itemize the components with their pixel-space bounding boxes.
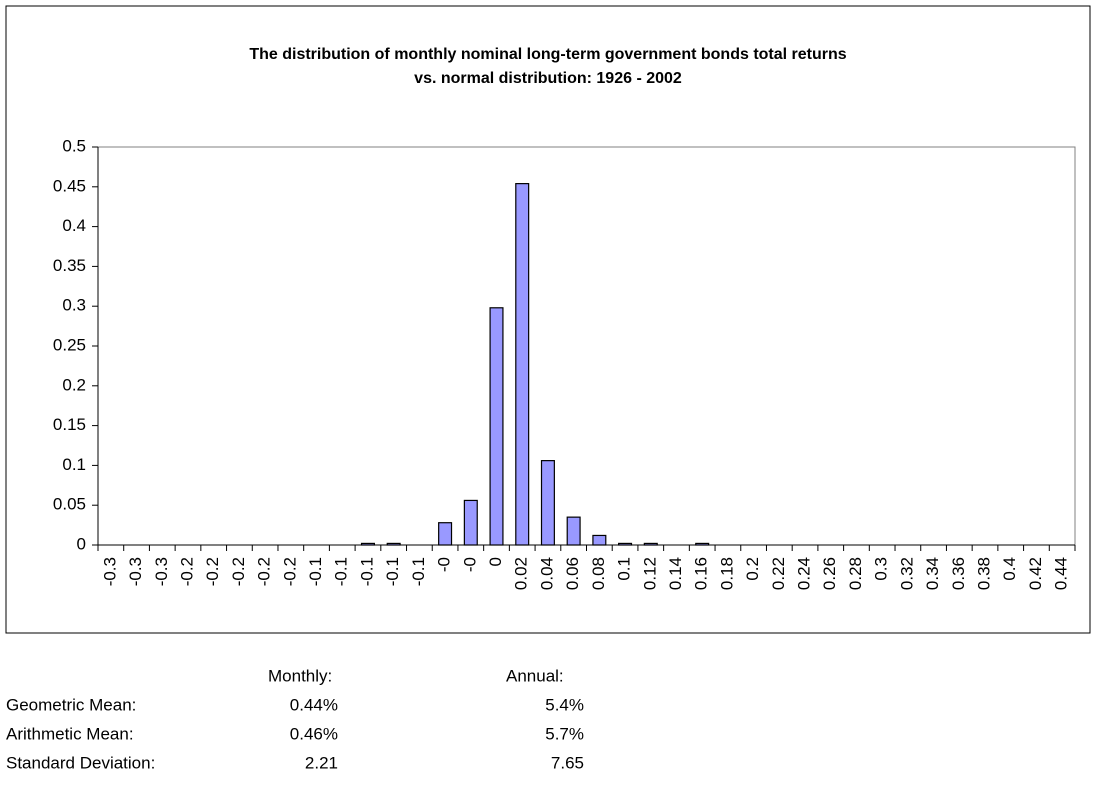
chart-title: The distribution of monthly nominal long…: [249, 46, 846, 63]
bar: [386, 542, 401, 546]
bar: [540, 460, 555, 546]
stats-table: Monthly: Annual: Geometric Mean: 0.44% 5.4…: [6, 666, 584, 772]
cell: 0.46%: [290, 724, 338, 743]
x-tick-label: -0.3: [152, 557, 171, 586]
x-tick-label: -0.1: [409, 557, 428, 586]
x-tick-label: -0: [435, 557, 454, 572]
x-tick-label: -0.1: [383, 557, 402, 586]
cell: 0.44%: [290, 695, 338, 714]
x-tick-label: -0.2: [229, 557, 248, 586]
x-tick-label: 0.2: [743, 557, 762, 581]
bar: [643, 542, 658, 546]
y-tick-label: 0.25: [53, 335, 86, 354]
header: Annual:: [506, 666, 564, 685]
row-label: Geometric Mean:: [6, 695, 136, 714]
x-tick-label: 0.32: [897, 557, 916, 590]
x-tick-label: -0.1: [357, 557, 376, 586]
cell: 7.65: [551, 753, 584, 772]
x-tick-label: -0.3: [126, 557, 145, 586]
x-tick-label: 0.1: [615, 557, 634, 581]
x-tick-label: -0.2: [177, 557, 196, 586]
y-tick-label: 0.05: [53, 495, 86, 514]
bar: [463, 499, 478, 546]
y-tick-label: 0.4: [62, 216, 86, 235]
x-tick-label: 0.22: [769, 557, 788, 590]
x-tick-label: 0: [486, 557, 505, 566]
row-label: Arithmetic Mean:: [6, 724, 134, 743]
x-tick-label: 0.26: [820, 557, 839, 590]
x-tick-label: 0.36: [949, 557, 968, 590]
x-tick-label: -0.1: [332, 557, 351, 586]
y-tick-label: 0.1: [62, 455, 86, 474]
x-tick-label: 0.08: [589, 557, 608, 590]
bar: [360, 542, 375, 546]
bar: [489, 307, 504, 546]
x-tick-label: 0.16: [692, 557, 711, 590]
x-tick-label: 0.3: [872, 557, 891, 581]
x-tick-label: 0.04: [537, 557, 556, 590]
y-tick-label: 0.15: [53, 415, 86, 434]
chart-title: vs. normal distribution: 1926 - 2002: [414, 70, 682, 87]
bar: [566, 516, 581, 546]
x-tick-label: 0.24: [795, 557, 814, 590]
x-tick-label: 0.28: [846, 557, 865, 590]
header: Monthly:: [268, 666, 332, 685]
bar: [695, 542, 710, 546]
x-tick-label: 0.18: [717, 557, 736, 590]
y-tick-label: 0: [77, 534, 86, 553]
cell: 5.7%: [545, 724, 584, 743]
x-tick-label: 0.34: [923, 557, 942, 590]
y-tick-label: 0.2: [62, 375, 86, 394]
x-tick-label: 0.42: [1026, 557, 1045, 590]
x-tick-label: 0.4: [1000, 557, 1019, 581]
x-tick-label: -0: [460, 557, 479, 572]
x-tick-label: -0.2: [255, 557, 274, 586]
x-tick-label: -0.2: [280, 557, 299, 586]
x-tick-label: -0.3: [100, 557, 119, 586]
x-tick-label: -0.1: [306, 557, 325, 586]
y-tick-label: 0.45: [53, 176, 86, 195]
x-tick-label: 0.06: [563, 557, 582, 590]
row-label: Standard Deviation:: [6, 753, 155, 772]
y-tick-label: 0.3: [62, 296, 86, 315]
bar: [515, 183, 530, 546]
x-tick-label: 0.02: [512, 557, 531, 590]
bar: [618, 542, 633, 546]
bar: [592, 534, 607, 546]
y-tick-label: 0.5: [62, 136, 86, 155]
x-tick-label: 0.44: [1052, 557, 1071, 590]
cell: 2.21: [305, 753, 338, 772]
x-tick-label: 0.38: [974, 557, 993, 590]
y-tick-label: 0.35: [53, 256, 86, 275]
x-tick-label: -0.2: [203, 557, 222, 586]
x-tick-label: 0.12: [640, 557, 659, 590]
cell: 5.4%: [545, 695, 584, 714]
x-tick-label: 0.14: [666, 557, 685, 590]
bar: [438, 522, 453, 546]
